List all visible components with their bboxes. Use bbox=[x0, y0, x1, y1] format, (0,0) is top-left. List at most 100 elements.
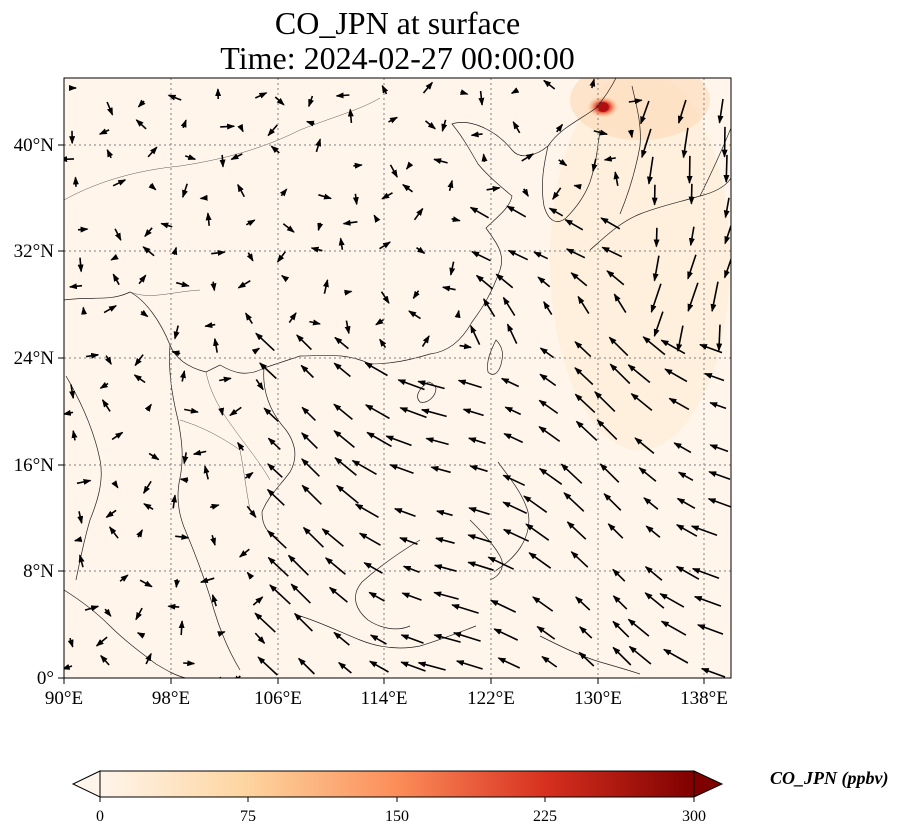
wind-vector-arrow bbox=[71, 429, 78, 441]
wind-vector-arrow bbox=[612, 595, 628, 610]
co-hotspot-core bbox=[597, 102, 609, 112]
wind-vector-arrow bbox=[451, 604, 479, 614]
wind-vector-arrow bbox=[368, 591, 385, 602]
wind-vector-arrow bbox=[344, 320, 351, 335]
wind-vector-arrow bbox=[506, 323, 518, 344]
wind-vector-arrow bbox=[302, 526, 324, 548]
wind-vector-arrow bbox=[103, 305, 117, 314]
wind-vector-arrow bbox=[399, 537, 418, 545]
wind-vector-arrow bbox=[483, 298, 496, 318]
x-tick-label: 114°E bbox=[361, 688, 408, 709]
wind-vector-arrow bbox=[73, 536, 83, 542]
wind-vector-arrow bbox=[558, 158, 568, 167]
wind-vector-arrow bbox=[171, 350, 181, 357]
wind-vector-arrow bbox=[354, 503, 379, 518]
wind-vector-arrow bbox=[507, 249, 529, 261]
y-tick-label: 8°N bbox=[23, 561, 54, 582]
wind-vector-arrow bbox=[724, 225, 731, 245]
wind-vector-arrow bbox=[310, 246, 323, 253]
wind-vector-arrow bbox=[495, 273, 514, 289]
wind-vector-arrow bbox=[246, 571, 255, 580]
wind-vector-arrow bbox=[521, 153, 535, 162]
colorbar: 0 75 150 225 300 bbox=[71, 770, 724, 825]
wind-vector-arrow bbox=[644, 592, 665, 609]
wind-vector-arrow bbox=[133, 374, 146, 384]
wind-vector-arrow bbox=[591, 158, 598, 173]
colorbar-tick-labels: 0 75 150 225 300 bbox=[96, 808, 706, 825]
wind-vector-arrow bbox=[459, 343, 472, 350]
wind-vector-arrow bbox=[565, 248, 586, 259]
wind-vector-arrow bbox=[296, 334, 312, 351]
wind-vector-arrow bbox=[536, 625, 556, 640]
wind-vector-arrow bbox=[255, 332, 275, 352]
wind-vector-arrow bbox=[696, 624, 724, 635]
wind-vector-arrow bbox=[708, 471, 731, 481]
wind-vector-arrow bbox=[229, 406, 242, 417]
wind-vector-arrow bbox=[254, 92, 268, 99]
wind-vector-arrow bbox=[497, 657, 521, 669]
wind-vector-arrow bbox=[486, 185, 501, 192]
wind-vector-arrow bbox=[417, 380, 445, 390]
wind-vector-arrow bbox=[369, 634, 387, 645]
wind-vector-arrow bbox=[548, 207, 564, 217]
wind-vector-arrow bbox=[673, 442, 692, 454]
wind-vector-arrow bbox=[393, 507, 416, 518]
wind-vector-arrow bbox=[334, 336, 349, 350]
wind-vector-arrow bbox=[85, 352, 100, 359]
wind-vector-arrow bbox=[245, 312, 253, 325]
wind-vector-arrow bbox=[315, 138, 322, 153]
wind-vector-arrow bbox=[218, 407, 225, 416]
wind-vector-arrow bbox=[593, 129, 608, 136]
colorbar-tick-label: 150 bbox=[385, 808, 409, 825]
wind-vector-arrow bbox=[317, 222, 324, 232]
map-frame bbox=[63, 77, 732, 679]
wind-vector-arrow bbox=[321, 528, 344, 547]
wind-vector-arrow bbox=[652, 255, 660, 282]
wind-vector-arrow bbox=[627, 129, 634, 139]
wind-vector-arrow bbox=[338, 661, 352, 674]
wind-vector-arrow bbox=[608, 336, 629, 357]
wind-vector-arrow bbox=[470, 131, 483, 138]
wind-vector-arrow bbox=[471, 250, 491, 262]
wind-vector-arrow bbox=[710, 281, 719, 313]
wind-vector-arrow bbox=[76, 478, 92, 485]
wind-vector-arrow bbox=[64, 409, 74, 416]
wind-vector-arrow bbox=[538, 399, 559, 415]
wind-vector-arrow bbox=[336, 484, 359, 504]
axis-tick-marks bbox=[58, 144, 705, 684]
wind-vector-arrow bbox=[139, 579, 153, 588]
x-tick-label: 106°E bbox=[254, 688, 302, 709]
x-tick-label: 98°E bbox=[152, 688, 190, 709]
wind-vector-arrow bbox=[318, 193, 332, 200]
wind-vector-arrow bbox=[192, 449, 207, 456]
wind-vector-arrow bbox=[72, 176, 79, 187]
wind-vector-arrow bbox=[251, 347, 261, 355]
wind-vector-arrow bbox=[503, 432, 524, 444]
wind-vector-arrow bbox=[353, 162, 363, 169]
wind-vector-arrow bbox=[246, 505, 257, 518]
wind-vector-arrow bbox=[424, 120, 436, 130]
wind-vector-arrow bbox=[254, 612, 276, 633]
wind-vector-arrow bbox=[211, 249, 226, 256]
wind-vector-arrow bbox=[217, 631, 226, 637]
wind-vector-arrow bbox=[148, 452, 160, 461]
wind-vector-arrow bbox=[380, 291, 390, 304]
wind-vector-arrow bbox=[575, 596, 591, 611]
wind-vector-arrow bbox=[167, 603, 180, 610]
wind-vector-arrow bbox=[140, 309, 149, 318]
wind-vector-arrow bbox=[144, 227, 153, 238]
wind-vector-arrow bbox=[560, 463, 583, 484]
wind-vector-arrow bbox=[333, 403, 353, 421]
wind-vector-arrow bbox=[644, 566, 663, 581]
wind-vector-arrow bbox=[627, 618, 650, 637]
wind-vector-arrow bbox=[433, 591, 459, 600]
wind-vector-arrow bbox=[401, 592, 422, 601]
wind-vector-arrow bbox=[601, 246, 623, 258]
wind-vector-arrow bbox=[388, 116, 398, 124]
wind-vector-arrow bbox=[145, 652, 152, 665]
wind-vector-arrow bbox=[112, 179, 127, 187]
wind-vector-arrow bbox=[230, 153, 243, 161]
wind-vector-arrow bbox=[69, 384, 76, 400]
wind-vector-arrow bbox=[607, 523, 624, 539]
wind-vector-arrow bbox=[447, 179, 454, 191]
